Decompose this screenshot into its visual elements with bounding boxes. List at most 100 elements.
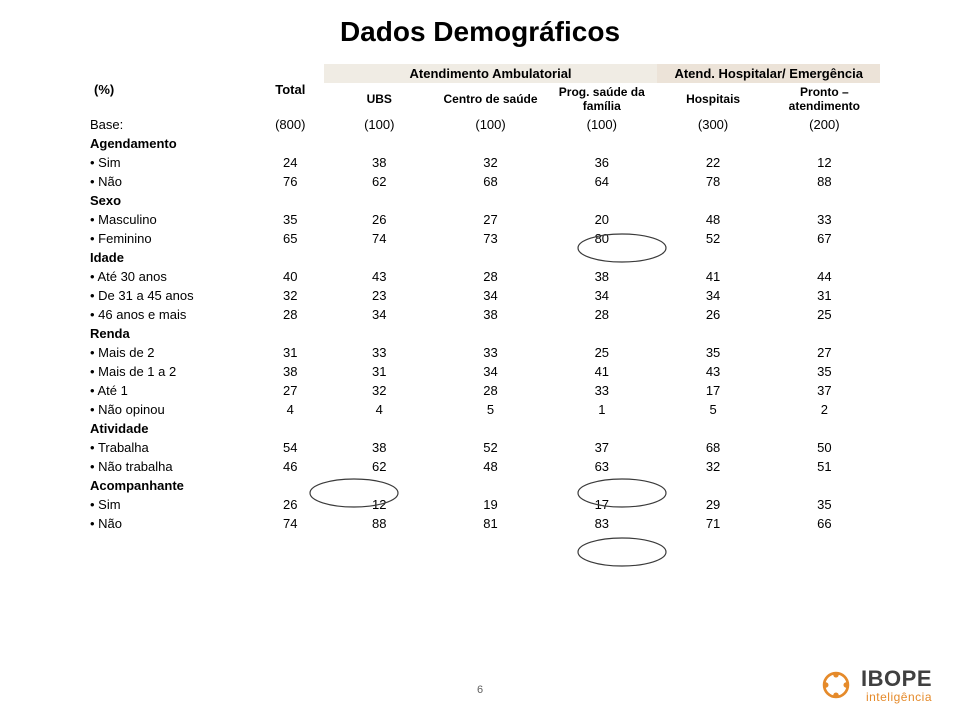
- data-cell: 26: [257, 495, 324, 514]
- data-cell: 33: [769, 210, 880, 229]
- data-cell: 34: [546, 286, 657, 305]
- empty-cell: [546, 476, 657, 495]
- group-label: Sexo: [90, 191, 257, 210]
- data-cell: 19: [435, 495, 546, 514]
- data-cell: 52: [657, 229, 768, 248]
- data-cell: 48: [435, 457, 546, 476]
- data-cell: 22: [657, 153, 768, 172]
- row-label: Feminino: [90, 229, 257, 248]
- data-cell: 31: [324, 362, 435, 381]
- table-row: Não trabalha466248633251: [90, 457, 880, 476]
- empty-cell: [257, 191, 324, 210]
- data-cell: 25: [546, 343, 657, 362]
- data-cell: 28: [435, 381, 546, 400]
- data-cell: 43: [657, 362, 768, 381]
- data-cell: 62: [324, 457, 435, 476]
- data-cell: 34: [657, 286, 768, 305]
- empty-cell: [546, 419, 657, 438]
- row-label: Sim: [90, 153, 257, 172]
- data-cell: 31: [769, 286, 880, 305]
- data-cell: 38: [546, 267, 657, 286]
- empty-cell: [257, 248, 324, 267]
- data-cell: 38: [324, 438, 435, 457]
- base-cell: (100): [435, 115, 546, 134]
- empty-cell: [657, 191, 768, 210]
- data-cell: 74: [257, 514, 324, 533]
- group-row: Renda: [90, 324, 880, 343]
- col-group-hospitalar: Atend. Hospitalar/ Emergência: [657, 64, 880, 83]
- data-cell: 48: [657, 210, 768, 229]
- table-row: Sim261219172935: [90, 495, 880, 514]
- page-number: 6: [477, 684, 483, 696]
- data-cell: 26: [657, 305, 768, 324]
- data-cell: 35: [769, 362, 880, 381]
- row-label: De 31 a 45 anos: [90, 286, 257, 305]
- empty-cell: [324, 248, 435, 267]
- empty-cell: [435, 248, 546, 267]
- data-cell: 28: [257, 305, 324, 324]
- data-cell: 4: [324, 400, 435, 419]
- data-cell: 78: [657, 172, 768, 191]
- highlight-circle: [578, 538, 666, 566]
- col-prog-saude: Prog. saúde da família: [546, 83, 657, 115]
- col-centro-saude: Centro de saúde: [435, 83, 546, 115]
- data-cell: 62: [324, 172, 435, 191]
- empty-cell: [769, 419, 880, 438]
- group-label: Renda: [90, 324, 257, 343]
- table-row: Mais de 2313333253527: [90, 343, 880, 362]
- row-label: Sim: [90, 495, 257, 514]
- data-cell: 52: [435, 438, 546, 457]
- empty-cell: [769, 324, 880, 343]
- data-cell: 27: [769, 343, 880, 362]
- row-label: Mais de 1 a 2: [90, 362, 257, 381]
- table-row: Trabalha543852376850: [90, 438, 880, 457]
- empty-cell: [257, 134, 324, 153]
- data-cell: 33: [324, 343, 435, 362]
- data-cell: 76: [257, 172, 324, 191]
- data-cell: 31: [257, 343, 324, 362]
- table-row: Sim243832362212: [90, 153, 880, 172]
- data-cell: 29: [657, 495, 768, 514]
- col-pronto: Pronto – atendimento: [769, 83, 880, 115]
- data-cell: 43: [324, 267, 435, 286]
- data-cell: 37: [546, 438, 657, 457]
- data-cell: 17: [657, 381, 768, 400]
- row-label: Não: [90, 514, 257, 533]
- empty-cell: [324, 191, 435, 210]
- data-cell: 65: [257, 229, 324, 248]
- table-row: Não opinou445152: [90, 400, 880, 419]
- empty-cell: [257, 324, 324, 343]
- data-cell: 38: [324, 153, 435, 172]
- demographics-table: (%) Total Atendimento Ambulatorial Atend…: [90, 64, 880, 533]
- data-cell: 44: [769, 267, 880, 286]
- group-row: Agendamento: [90, 134, 880, 153]
- empty-cell: [769, 134, 880, 153]
- data-cell: 50: [769, 438, 880, 457]
- data-cell: 24: [257, 153, 324, 172]
- data-cell: 32: [324, 381, 435, 400]
- data-cell: 54: [257, 438, 324, 457]
- data-cell: 28: [546, 305, 657, 324]
- empty-cell: [435, 134, 546, 153]
- data-cell: 20: [546, 210, 657, 229]
- data-cell: 46: [257, 457, 324, 476]
- data-cell: 33: [435, 343, 546, 362]
- empty-cell: [435, 476, 546, 495]
- group-row: Sexo: [90, 191, 880, 210]
- empty-cell: [769, 476, 880, 495]
- group-row: Acompanhante: [90, 476, 880, 495]
- data-cell: 35: [769, 495, 880, 514]
- group-label: Agendamento: [90, 134, 257, 153]
- col-group-ambulatorial: Atendimento Ambulatorial: [324, 64, 658, 83]
- col-ubs: UBS: [324, 83, 435, 115]
- base-cell: (300): [657, 115, 768, 134]
- empty-cell: [324, 476, 435, 495]
- logo-word: IBOPE: [861, 666, 932, 692]
- data-cell: 32: [657, 457, 768, 476]
- data-cell: 37: [769, 381, 880, 400]
- table-row: Mais de 1 a 2383134414335: [90, 362, 880, 381]
- empty-cell: [657, 324, 768, 343]
- table-row: Não748881837166: [90, 514, 880, 533]
- empty-cell: [546, 191, 657, 210]
- row-label: Mais de 2: [90, 343, 257, 362]
